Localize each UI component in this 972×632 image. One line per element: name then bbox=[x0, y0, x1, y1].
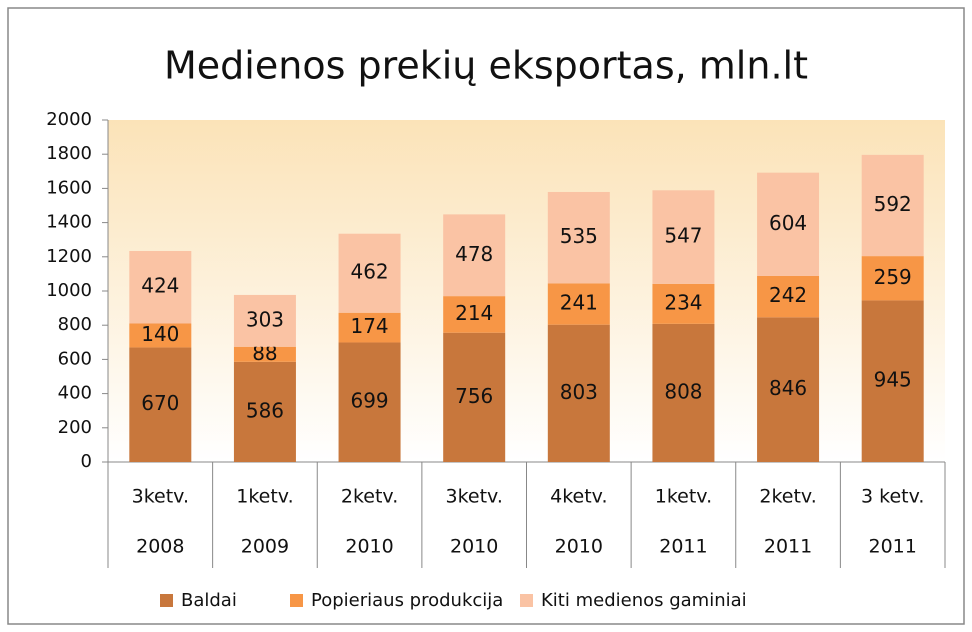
data-label: 586 bbox=[246, 398, 284, 422]
legend-label: Popieriaus produkcija bbox=[311, 590, 503, 611]
x-tick-label: 2011 bbox=[869, 536, 917, 558]
bar-segment bbox=[233, 361, 296, 462]
plot-area bbox=[108, 120, 945, 462]
y-tick-label: 1200 bbox=[46, 246, 92, 267]
x-tick-label: 2010 bbox=[345, 536, 393, 558]
data-label: 592 bbox=[874, 192, 912, 216]
bar-segment bbox=[547, 324, 610, 462]
bar-segment bbox=[129, 323, 192, 348]
data-label: 424 bbox=[141, 274, 179, 298]
bar-segment bbox=[338, 342, 401, 462]
y-tick-label: 1800 bbox=[46, 143, 92, 164]
y-tick-label: 800 bbox=[58, 314, 92, 335]
data-label: 174 bbox=[350, 314, 388, 338]
x-tick-label: 3 ketv. bbox=[861, 486, 924, 508]
bar-segment bbox=[233, 346, 296, 362]
bar-segment bbox=[547, 191, 610, 284]
x-tick-label: 2010 bbox=[555, 536, 603, 558]
bar-segment bbox=[233, 294, 296, 347]
data-label: 803 bbox=[560, 380, 598, 404]
y-tick-label: 200 bbox=[58, 417, 92, 438]
x-tick-label: 2011 bbox=[659, 536, 707, 558]
data-label: 303 bbox=[246, 307, 284, 331]
data-label: 140 bbox=[141, 322, 179, 346]
bar-segment bbox=[652, 283, 715, 324]
data-label: 945 bbox=[874, 368, 912, 392]
bar-segment bbox=[861, 256, 924, 301]
y-tick-label: 1400 bbox=[46, 212, 92, 233]
data-label: 756 bbox=[455, 384, 493, 408]
data-label: 604 bbox=[769, 211, 807, 235]
bar-segment bbox=[861, 154, 924, 257]
x-tick-label: 3ketv. bbox=[132, 486, 189, 508]
data-label: 462 bbox=[350, 260, 388, 284]
data-label: 214 bbox=[455, 301, 493, 325]
data-label: 808 bbox=[664, 379, 702, 403]
y-tick-label: 1000 bbox=[46, 280, 92, 301]
x-tick-label: 2011 bbox=[764, 536, 812, 558]
data-label: 670 bbox=[141, 391, 179, 415]
x-tick-label: 2008 bbox=[136, 536, 184, 558]
data-label: 241 bbox=[560, 291, 598, 315]
bar-segment bbox=[443, 296, 506, 333]
data-label: 535 bbox=[560, 224, 598, 248]
x-tick-label: 2010 bbox=[450, 536, 498, 558]
y-tick-label: 0 bbox=[81, 451, 92, 472]
bar-segment bbox=[757, 172, 820, 276]
bar-segment bbox=[129, 250, 192, 324]
y-tick-label: 1600 bbox=[46, 177, 92, 198]
x-tick-label: 2009 bbox=[241, 536, 289, 558]
bar-segment bbox=[443, 214, 506, 297]
bar-segment bbox=[129, 347, 192, 462]
data-label: 259 bbox=[874, 265, 912, 289]
bar-segment bbox=[547, 283, 610, 325]
data-label: 846 bbox=[769, 376, 807, 400]
x-tick-label: 4ketv. bbox=[550, 486, 607, 508]
x-tick-label: 3ketv. bbox=[446, 486, 503, 508]
x-tick-label: 2ketv. bbox=[341, 486, 398, 508]
legend-label: Kiti medienos gaminiai bbox=[541, 590, 747, 611]
bar-segment bbox=[338, 312, 401, 343]
x-tick-label: 1ketv. bbox=[236, 486, 293, 508]
bar-segment bbox=[757, 317, 820, 462]
bar-segment bbox=[443, 332, 506, 462]
bar-segment bbox=[757, 275, 820, 318]
data-label: 478 bbox=[455, 242, 493, 266]
x-tick-label: 2ketv. bbox=[759, 486, 816, 508]
legend-swatch bbox=[160, 594, 173, 607]
data-label: 547 bbox=[664, 224, 702, 248]
y-tick-label: 400 bbox=[58, 383, 92, 404]
data-label: 242 bbox=[769, 283, 807, 307]
x-tick-label: 1ketv. bbox=[655, 486, 712, 508]
y-tick-label: 2000 bbox=[46, 109, 92, 130]
legend-swatch bbox=[520, 594, 533, 607]
bar-segment bbox=[338, 233, 401, 313]
data-label: 234 bbox=[664, 290, 702, 314]
legend-label: Baldai bbox=[181, 590, 237, 611]
bar-segment bbox=[652, 323, 715, 462]
bar-segment bbox=[861, 300, 924, 462]
bar-segment bbox=[652, 190, 715, 284]
y-tick-label: 600 bbox=[58, 348, 92, 369]
chart-title: Medienos prekių eksportas, mln.lt bbox=[164, 44, 808, 88]
legend-swatch bbox=[290, 594, 303, 607]
data-label: 699 bbox=[350, 389, 388, 413]
